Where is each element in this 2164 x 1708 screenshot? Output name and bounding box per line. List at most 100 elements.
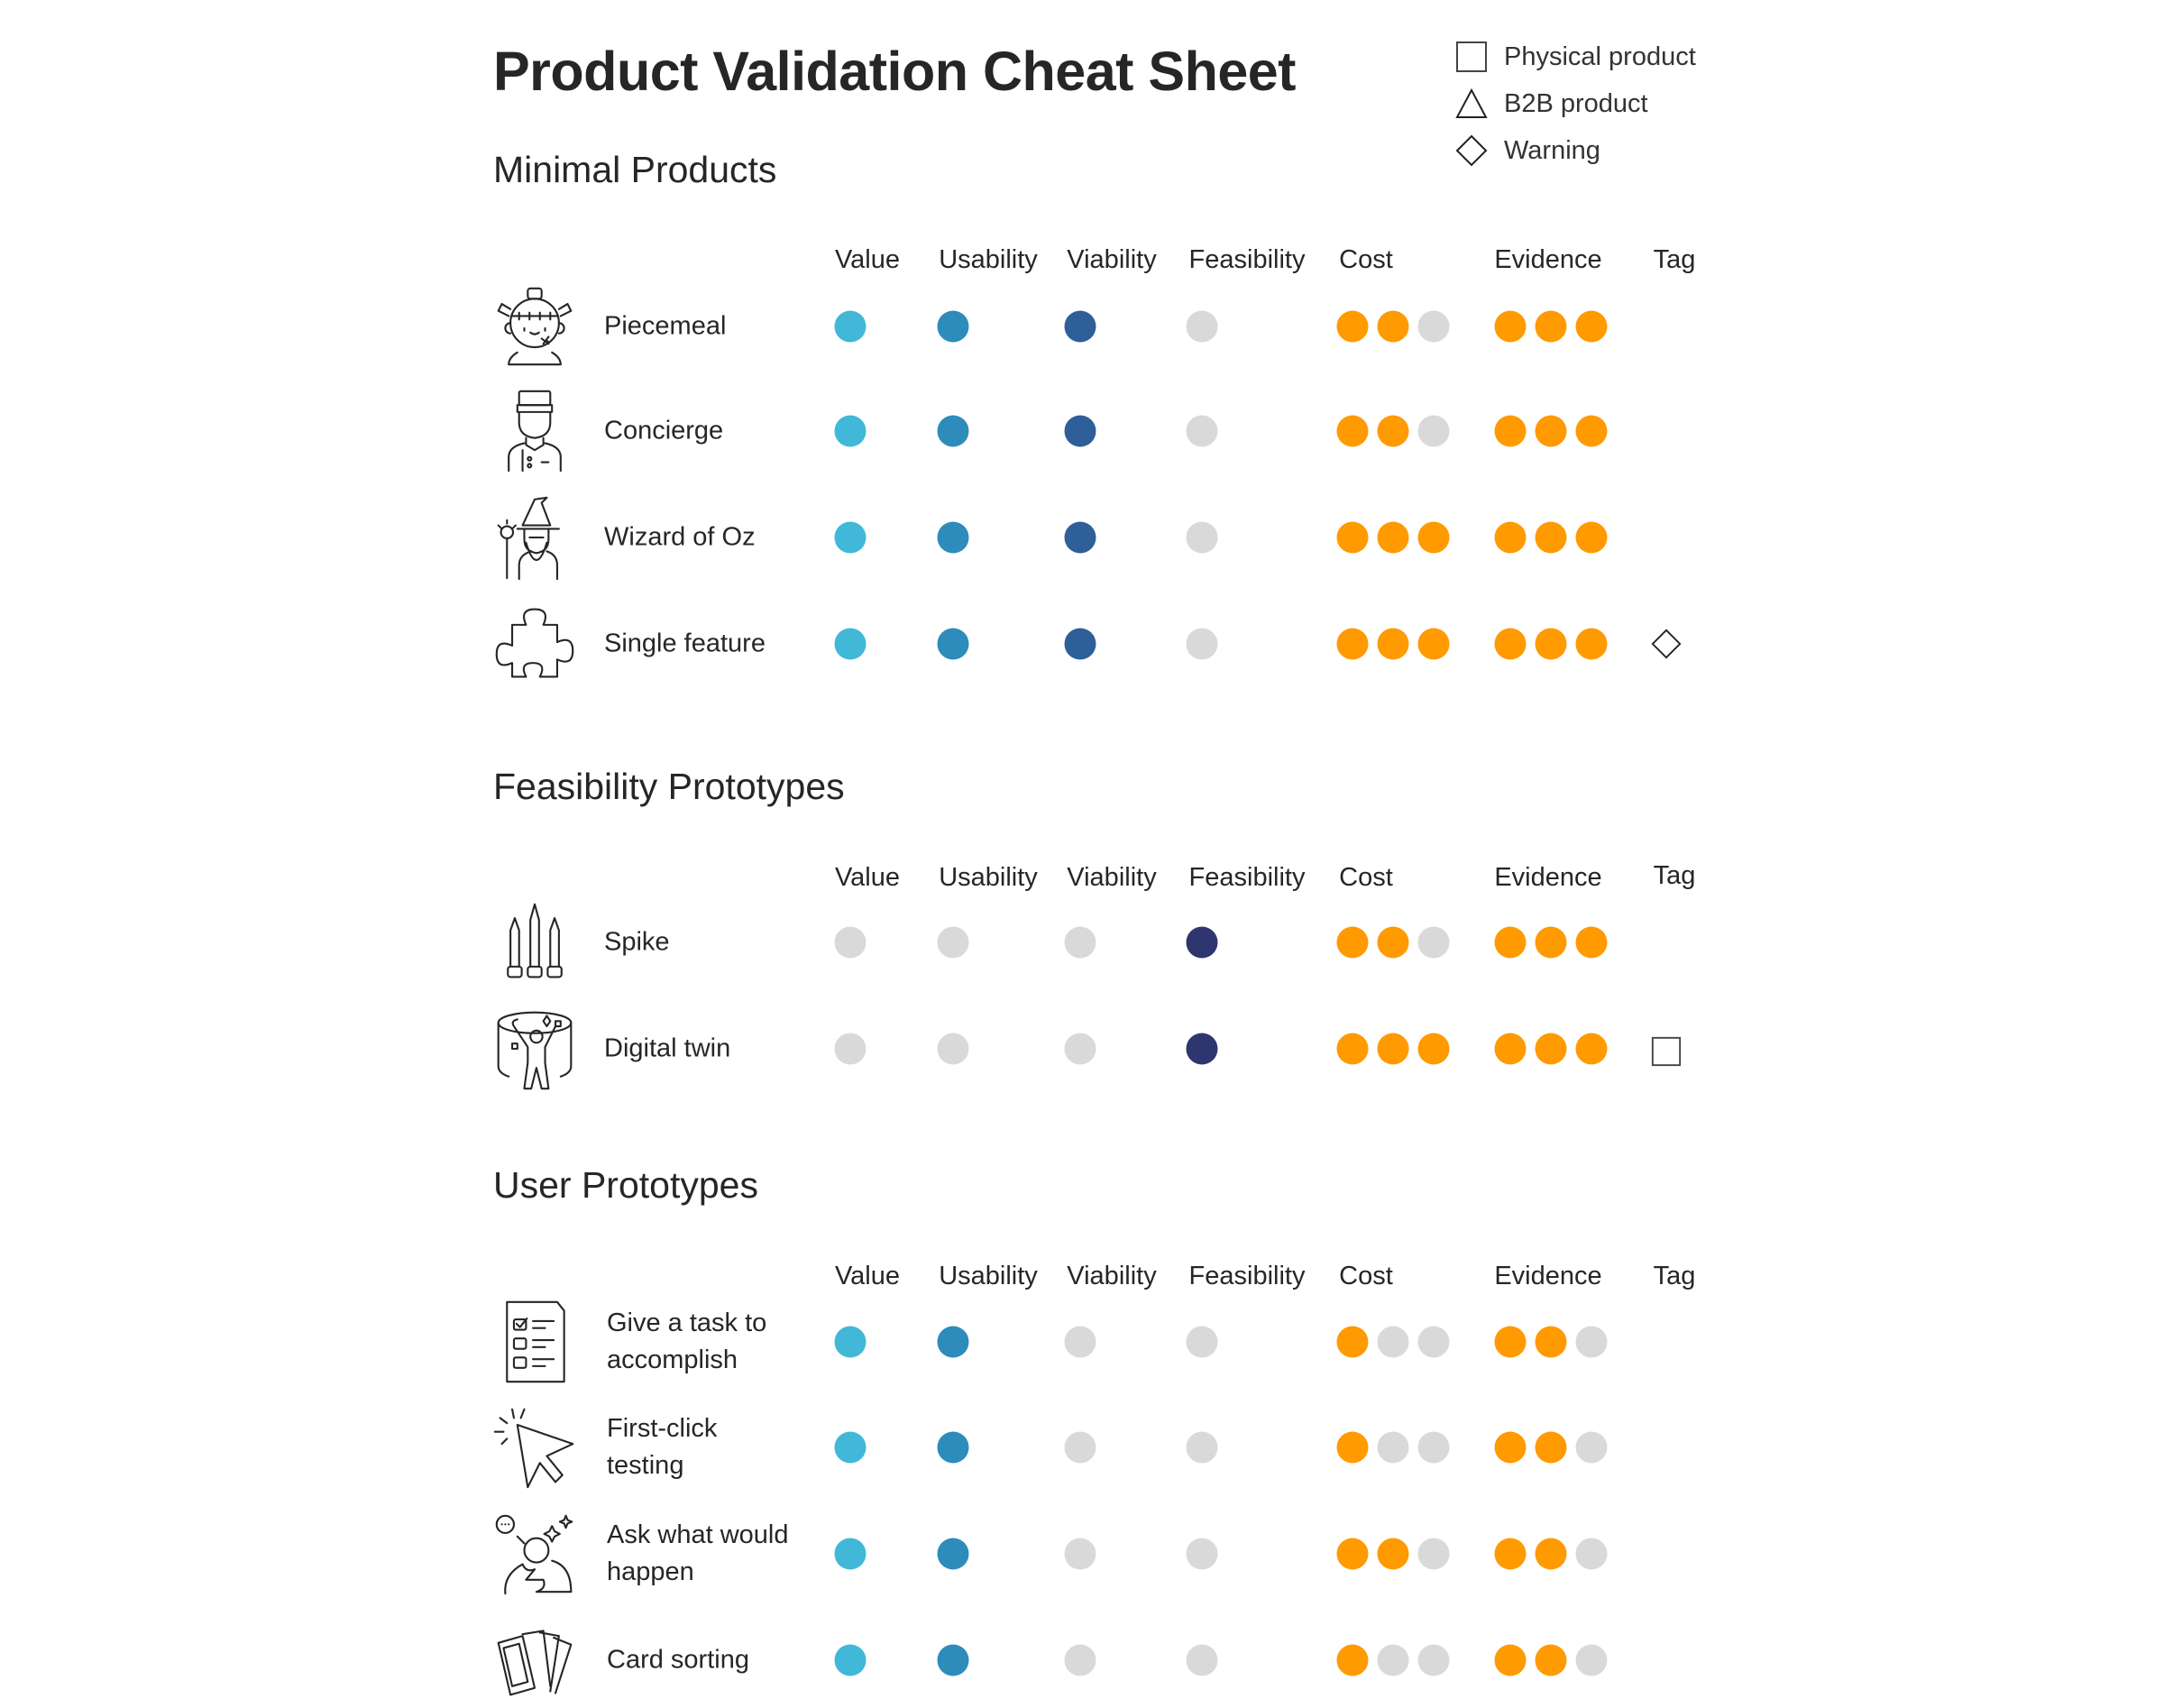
feasibility-indicator (1186, 1644, 1218, 1676)
column-header-value: Value (834, 245, 901, 274)
value-indicator (834, 415, 867, 447)
cost-dot (1417, 415, 1450, 447)
column-header-cost: Cost (1339, 863, 1393, 892)
technique-label: Digital twin (604, 1033, 731, 1063)
column-header-viability: Viability (1067, 245, 1157, 274)
evidence-dot (1535, 1033, 1567, 1065)
viability-indicator (1064, 1538, 1096, 1570)
column-header-tag: Tag (1653, 861, 1696, 890)
column-header-value: Value (834, 1262, 901, 1290)
cost-dot (1417, 1326, 1450, 1358)
cost-dot (1377, 926, 1409, 959)
triangle-icon (1454, 87, 1504, 121)
usability-indicator (937, 1326, 969, 1358)
column-header-viability: Viability (1067, 863, 1157, 892)
technique-label: Concierge (604, 416, 724, 445)
column-header-usability: Usability (939, 1262, 1038, 1290)
cost-dot (1336, 1033, 1369, 1065)
feasibility-indicator (1186, 1033, 1218, 1065)
cost-dot (1417, 1431, 1450, 1464)
thinking-person-icon (491, 1511, 578, 1597)
viability-indicator (1064, 415, 1096, 447)
cost-dot (1417, 1644, 1450, 1676)
viability-indicator (1064, 310, 1096, 343)
feasibility-indicator (1186, 926, 1218, 959)
technique-label-line: testing (607, 1451, 684, 1480)
column-header-value: Value (834, 863, 901, 892)
technique-label-line: happen (607, 1557, 694, 1586)
evidence-dot (1535, 1538, 1567, 1570)
cost-dot (1377, 1033, 1409, 1065)
page-title: Product Validation Cheat Sheet (493, 41, 1297, 102)
feasibility-indicator (1186, 1538, 1218, 1570)
technique-label: First-click testing (607, 1410, 717, 1484)
viability-indicator (1064, 926, 1096, 959)
technique-label: Give a task to accomplish (607, 1305, 766, 1379)
evidence-dot (1575, 1326, 1608, 1358)
evidence-dot (1575, 1538, 1608, 1570)
usability-indicator (937, 1033, 969, 1065)
column-header-tag: Tag (1653, 245, 1696, 274)
column-header-feasibility: Feasibility (1188, 863, 1306, 892)
column-header-evidence: Evidence (1494, 863, 1602, 892)
viability-indicator (1064, 1033, 1096, 1065)
technique-label: Piecemeal (604, 311, 727, 341)
column-header-usability: Usability (939, 245, 1038, 274)
evidence-dot (1575, 415, 1608, 447)
evidence-dot (1535, 1326, 1567, 1358)
value-indicator (834, 1538, 867, 1570)
evidence-dot (1575, 1431, 1608, 1464)
evidence-dot (1494, 310, 1527, 343)
feasibility-indicator (1186, 1431, 1218, 1464)
cursor-click-icon (491, 1404, 578, 1491)
column-header-feasibility: Feasibility (1188, 1262, 1306, 1290)
cost-dot (1377, 1326, 1409, 1358)
square-icon (1454, 40, 1504, 74)
section-title: Feasibility Prototypes (493, 766, 845, 807)
cost-dot (1377, 1538, 1409, 1570)
viability-indicator (1064, 1326, 1096, 1358)
puzzle-piece-icon (491, 601, 578, 687)
tag-square-icon (1650, 1035, 1683, 1068)
cost-dot (1417, 628, 1450, 660)
cost-dot (1377, 415, 1409, 447)
cost-dot (1336, 310, 1369, 343)
cost-dot (1417, 521, 1450, 554)
usability-indicator (937, 521, 969, 554)
viability-indicator (1064, 521, 1096, 554)
section-title: User Prototypes (493, 1164, 758, 1206)
technique-label: Ask what would happen (607, 1517, 789, 1591)
cost-dot (1417, 1033, 1450, 1065)
spikes-icon (491, 899, 578, 986)
evidence-dot (1575, 310, 1608, 343)
technique-label: Wizard of Oz (604, 522, 756, 552)
viability-indicator (1064, 628, 1096, 660)
technique-label-line: First-click (607, 1414, 718, 1443)
value-indicator (834, 1431, 867, 1464)
evidence-dot (1575, 1033, 1608, 1065)
evidence-dot (1535, 310, 1567, 343)
value-indicator (834, 1644, 867, 1676)
technique-label-line: accomplish (607, 1345, 738, 1374)
value-indicator (834, 1033, 867, 1065)
cards-icon (491, 1617, 578, 1703)
technique-label-line: Ask what would (607, 1520, 789, 1549)
checklist-icon (491, 1299, 578, 1385)
evidence-dot (1494, 1644, 1527, 1676)
legend-label: Physical product (1504, 41, 1696, 71)
evidence-dot (1535, 415, 1567, 447)
wizard-icon (491, 494, 578, 581)
usability-indicator (937, 1644, 969, 1676)
evidence-dot (1494, 1538, 1527, 1570)
value-indicator (834, 521, 867, 554)
cost-dot (1377, 1644, 1409, 1676)
concierge-icon (491, 388, 578, 474)
usability-indicator (937, 926, 969, 959)
column-header-cost: Cost (1339, 1262, 1393, 1290)
evidence-dot (1494, 1326, 1527, 1358)
legend-label: Warning (1504, 135, 1600, 165)
evidence-dot (1494, 521, 1527, 554)
evidence-dot (1535, 628, 1567, 660)
value-indicator (834, 1326, 867, 1358)
legend-item-warning: Warning (1454, 133, 1600, 168)
